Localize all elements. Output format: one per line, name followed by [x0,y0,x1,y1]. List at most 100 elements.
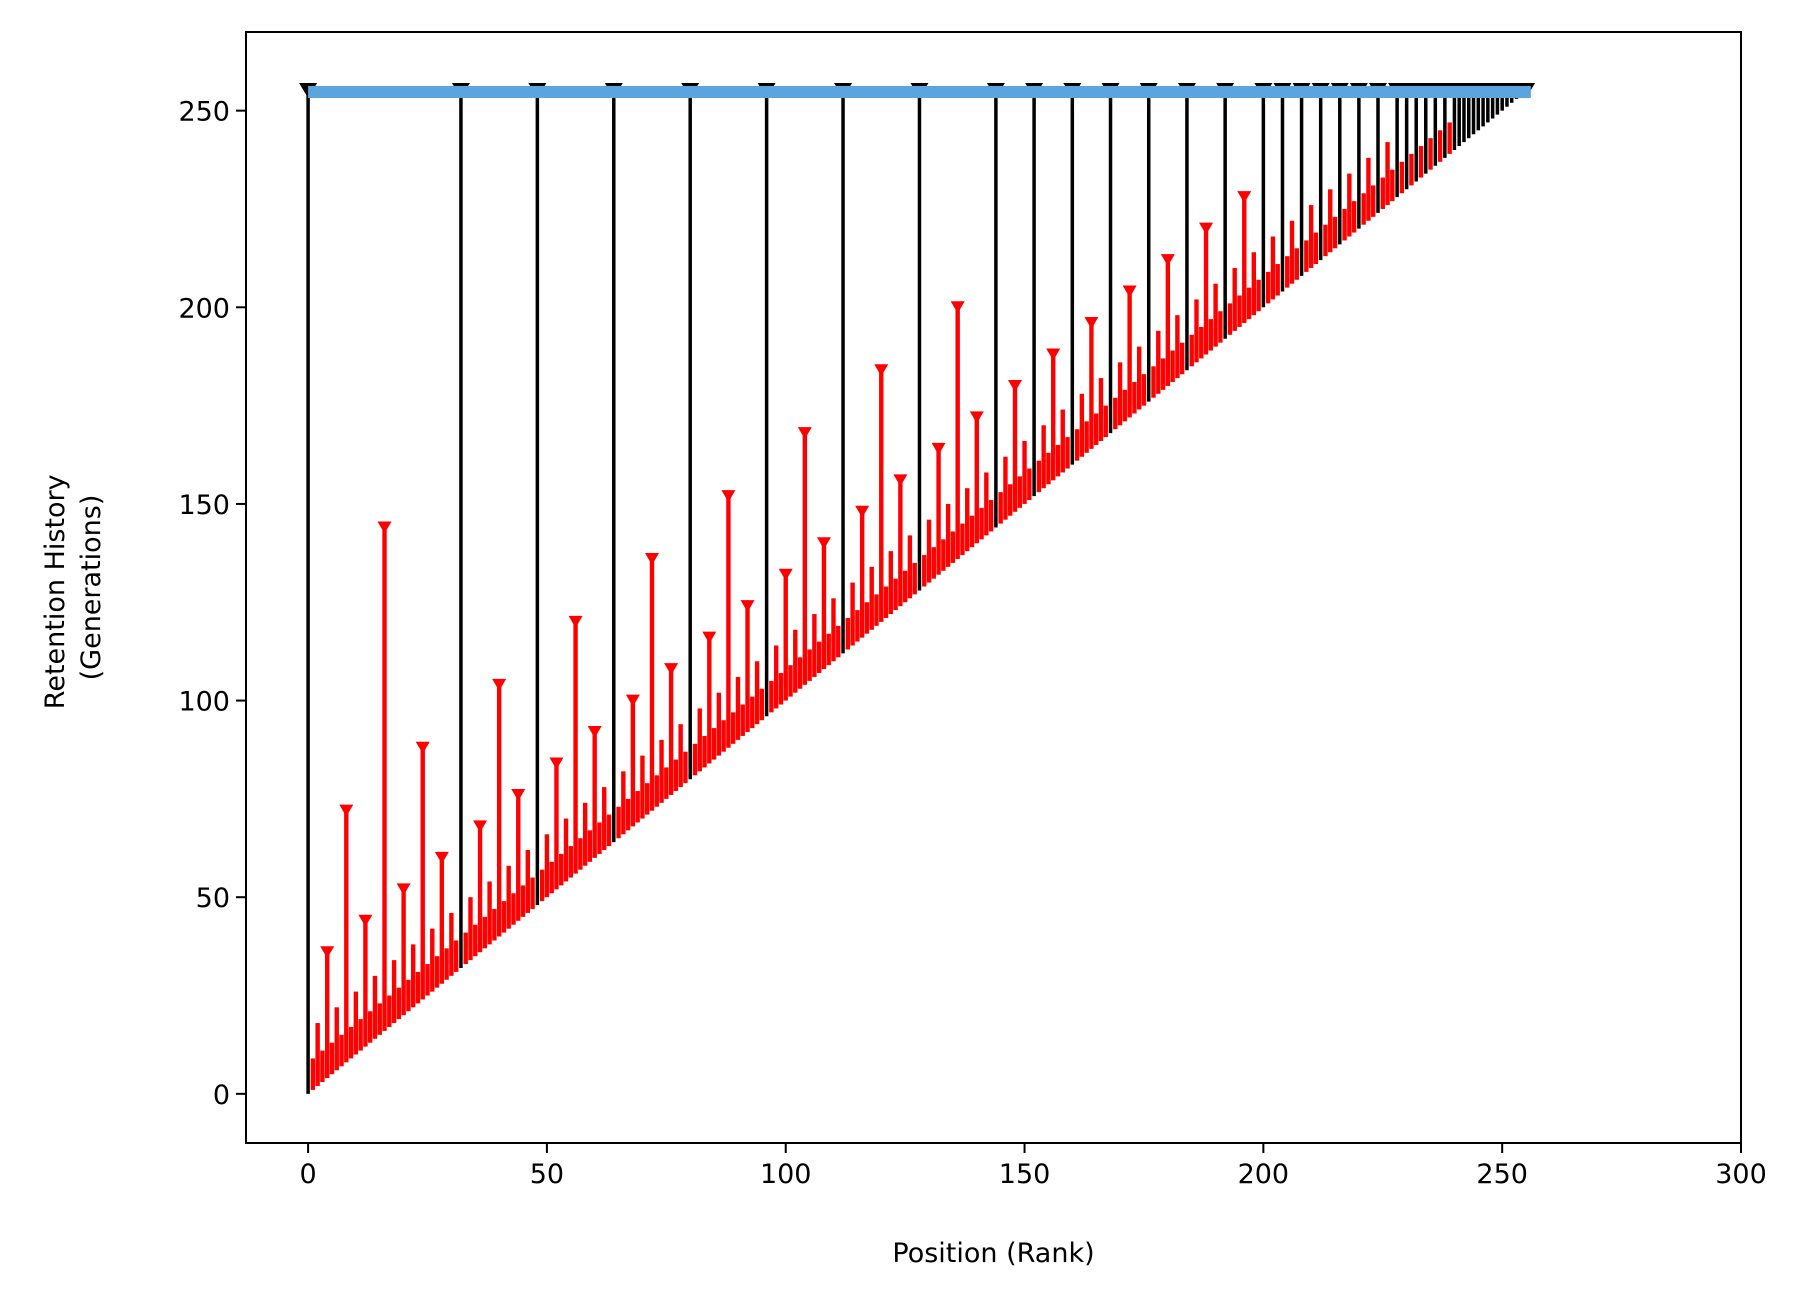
red-stem-marker [797,427,812,440]
red-stem [578,838,583,870]
red-stem [420,747,425,1000]
red-stem [1418,146,1424,178]
red-stem [344,810,349,1063]
red-stem [778,673,784,705]
red-stem [1437,130,1443,162]
red-stem [1380,177,1385,209]
red-stem [363,920,368,1047]
red-stem [1313,232,1319,265]
red-stem [348,1026,354,1059]
red-stem [415,971,421,1004]
red-stem [797,657,803,689]
red-stem [1289,220,1295,284]
red-stem [1051,354,1056,481]
y-axis-label: Retention History (Generations) [40,466,107,709]
red-stem-marker [702,631,717,644]
red-stem [582,802,588,866]
red-stem [716,692,722,756]
red-stem [1060,409,1065,473]
x-tick-label: 150 [999,1159,1051,1190]
red-stem [1046,452,1051,485]
red-stem [1189,334,1194,367]
red-stem [1012,385,1018,512]
red-stem [1304,240,1309,272]
red-stem [1251,252,1257,316]
red-stem [1160,358,1166,390]
red-stem-marker [473,820,488,833]
red-stem [668,669,674,795]
red-stem [879,370,884,622]
x-tick-label: 250 [1476,1159,1528,1190]
red-stem [659,739,664,803]
red-stem [506,865,511,929]
red-stem [430,928,435,992]
red-stem [1003,456,1008,520]
red-stem [960,523,965,556]
red-stem-marker [721,490,736,503]
red-stem [520,885,526,917]
red-stem [707,637,712,764]
red-stem [1156,330,1161,394]
y-tick-label: 150 [178,490,230,521]
red-stem [525,850,531,913]
red-stem [730,712,736,744]
x-tick-label: 100 [760,1159,812,1190]
red-stem [816,641,822,674]
red-stem [826,633,831,666]
red-stem [463,932,468,965]
red-stem [640,755,645,819]
y-tick-label: 50 [196,883,230,914]
red-stem [855,610,860,642]
red-stem [1084,421,1089,453]
red-stem [377,1003,382,1035]
red-stem [554,763,559,890]
red-stem [793,629,798,693]
red-stem [1409,153,1414,186]
y-tick-label: 250 [178,97,230,128]
red-stem [549,861,554,894]
red-stem [941,539,946,571]
red-stem [950,531,956,563]
plot-frame [245,31,1742,1144]
red-stem [1022,441,1027,504]
red-stem-marker [358,914,373,927]
red-stem [367,1011,373,1043]
red-stem-marker [778,568,793,581]
red-stem [754,661,760,725]
red-stem-marker [874,364,889,377]
red-stem [1113,397,1118,430]
red-stem [1203,228,1209,355]
red-stem [1275,264,1280,296]
red-stem [898,480,903,607]
red-stem [616,806,621,839]
red-stem [1246,287,1252,320]
red-stem [711,728,717,760]
red-stem [358,1019,363,1051]
red-stem [1399,161,1405,194]
red-stem [1170,350,1175,383]
red-stem [664,767,669,799]
red-stem [740,704,745,736]
x-axis: 0 50 100 150 200 250 300 [299,1143,1767,1190]
red-stem [1036,460,1042,493]
red-stem [926,519,932,583]
red-stem [339,1034,344,1067]
red-stem [325,952,330,1079]
red-stem [902,570,908,603]
red-stem-marker [587,726,602,739]
red-stem [979,507,984,540]
red-stem [635,791,640,823]
red-stem [965,488,970,552]
red-stem [1232,267,1237,331]
red-stem [974,417,979,544]
red-stem [750,696,755,729]
red-stem [745,606,750,733]
red-stem-marker [339,804,354,817]
red-stem [1098,378,1104,442]
red-stem [1017,476,1022,508]
red-stem-marker [1160,254,1175,267]
red-stem [1065,437,1070,469]
red-stem [1122,389,1128,422]
red-stem-marker [893,474,908,487]
